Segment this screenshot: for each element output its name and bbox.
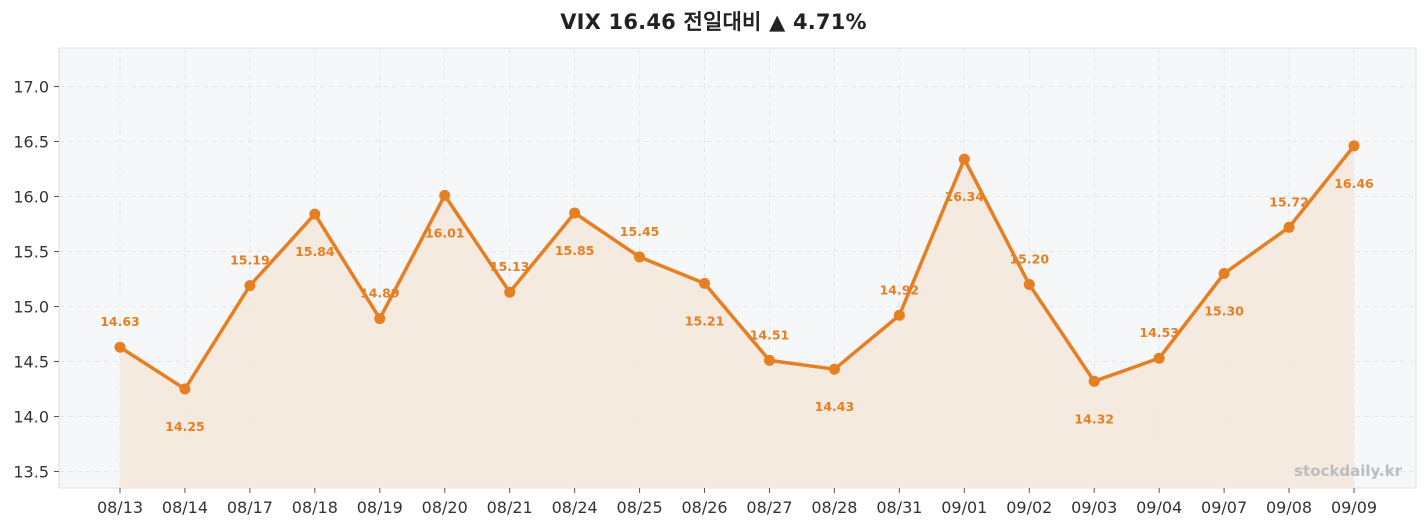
x-tick-label: 08/17 [227, 498, 273, 517]
data-label: 14.92 [880, 282, 920, 297]
data-point [374, 313, 386, 325]
y-tick-label: 15.5 [13, 243, 49, 262]
data-label: 16.01 [425, 225, 465, 240]
x-tick-label: 08/31 [876, 498, 922, 517]
x-tick-label: 09/04 [1136, 498, 1182, 517]
x-tick-label: 09/01 [941, 498, 987, 517]
data-label: 14.32 [1074, 411, 1114, 426]
data-point [763, 354, 775, 366]
y-tick-label: 14.5 [13, 353, 49, 372]
data-point [893, 309, 905, 321]
y-tick-label: 15.0 [13, 298, 49, 317]
data-label: 15.21 [685, 313, 725, 328]
data-label: 15.30 [1204, 304, 1244, 319]
y-tick-label: 16.0 [13, 188, 49, 207]
y-tick-label: 17.0 [13, 78, 49, 97]
data-point [1023, 279, 1035, 290]
data-label: 16.34 [945, 189, 985, 204]
data-point [439, 189, 451, 201]
data-point [569, 207, 581, 219]
data-label: 15.45 [620, 224, 660, 239]
data-label: 14.89 [360, 286, 400, 301]
x-tick-label: 08/20 [422, 498, 468, 517]
x-tick-label: 09/02 [1006, 498, 1052, 517]
data-label: 15.84 [295, 244, 335, 259]
data-point [699, 277, 711, 289]
y-tick-label: 16.5 [13, 133, 49, 152]
x-tick-label: 09/08 [1266, 498, 1312, 517]
x-tick-label: 08/18 [292, 498, 338, 517]
watermark-text: stockdaily.kr [1294, 462, 1402, 480]
data-label: 15.85 [555, 243, 595, 258]
data-point [958, 153, 970, 165]
data-point [634, 251, 646, 263]
data-point [1283, 221, 1295, 233]
x-tick-label: 08/14 [162, 498, 208, 517]
data-label: 14.63 [100, 314, 140, 329]
y-tick-label: 13.5 [13, 463, 49, 482]
data-point [244, 280, 256, 292]
data-label: 16.46 [1334, 176, 1374, 191]
data-label: 14.53 [1139, 325, 1179, 340]
data-label: 14.43 [815, 399, 855, 414]
x-tick-label: 09/03 [1071, 498, 1117, 517]
y-tick-label: 14.0 [13, 408, 49, 427]
series-line [118, 144, 1356, 391]
x-tick-label: 08/25 [617, 498, 663, 517]
data-point [114, 341, 126, 353]
data-label: 15.13 [490, 259, 530, 274]
data-point [504, 286, 516, 298]
x-tick-label: 08/24 [552, 498, 598, 517]
x-tick-label: 08/19 [357, 498, 403, 517]
data-point [1088, 375, 1100, 387]
x-tick-label: 09/09 [1331, 498, 1377, 517]
data-point [1218, 268, 1230, 279]
data-point [1153, 352, 1165, 364]
x-tick-label: 08/26 [681, 498, 727, 517]
data-point [309, 208, 321, 220]
x-tick-label: 08/13 [97, 498, 143, 517]
data-point [1348, 140, 1360, 152]
data-label: 15.19 [230, 253, 270, 268]
chart-title: VIX 16.46 전일대비 ▲ 4.71% [560, 10, 867, 34]
data-point [179, 383, 191, 395]
x-tick-label: 09/07 [1201, 498, 1247, 517]
x-tick-label: 08/28 [811, 498, 857, 517]
data-label: 14.51 [750, 327, 790, 342]
data-label: 14.25 [165, 419, 205, 434]
series-area-fill [120, 145, 1354, 488]
data-point [828, 363, 840, 375]
data-label: 15.72 [1269, 194, 1309, 209]
x-tick-label: 08/27 [746, 498, 792, 517]
x-tick-label: 08/21 [487, 498, 533, 517]
data-label: 15.20 [1009, 252, 1049, 267]
